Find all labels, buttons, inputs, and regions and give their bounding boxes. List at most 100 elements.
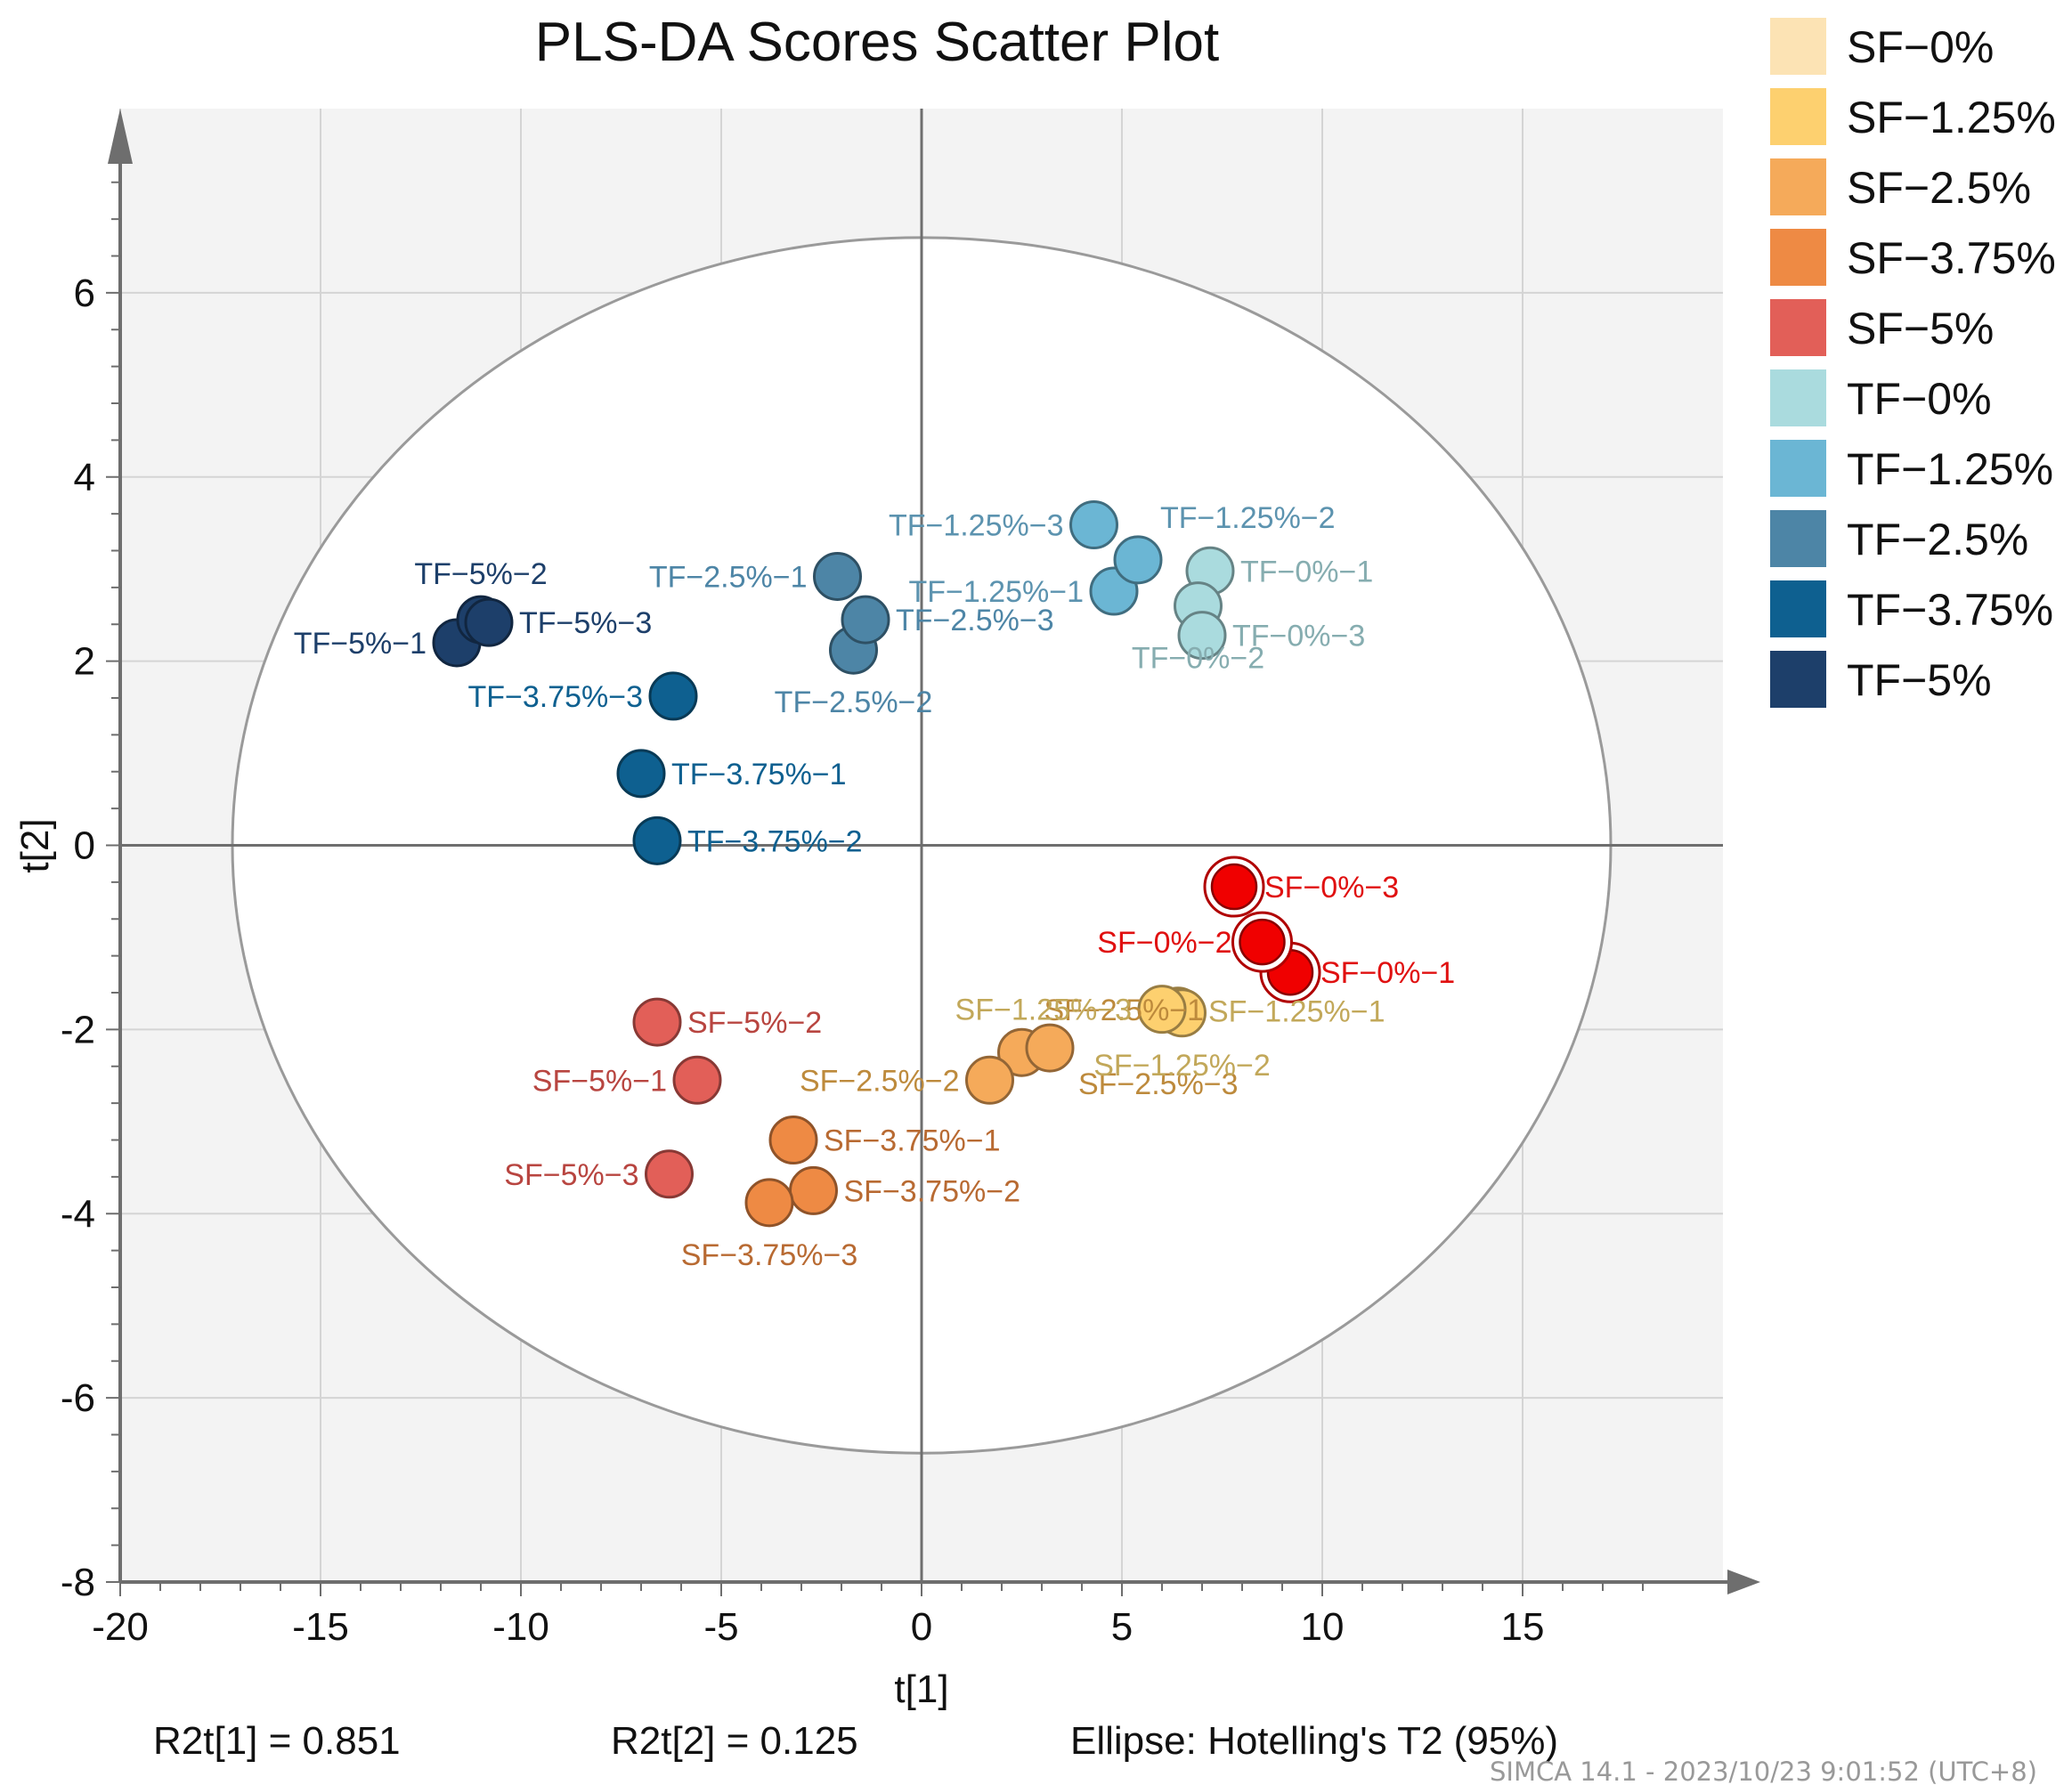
data-point	[965, 1055, 1014, 1105]
y-tick-label: -2	[61, 1008, 95, 1051]
point-label: SF−1.25%−1	[1208, 995, 1385, 1029]
data-point	[813, 551, 862, 601]
legend-label: SF−1.25%	[1847, 93, 2056, 142]
point-label: TF−5%−1	[294, 627, 427, 661]
y-tick-label: 2	[74, 640, 95, 684]
legend-swatch	[1770, 440, 1826, 497]
legend: SF−0% SF−1.25% SF−2.5% SF−3.75% SF−5% TF−0% TF…	[1770, 18, 2056, 708]
data-point	[632, 997, 682, 1047]
chart-title: PLS-DA Scores Scatter Plot	[535, 12, 1219, 73]
y-tick-label: 6	[74, 272, 95, 315]
x-tick-label: -15	[292, 1605, 349, 1649]
r2t2-label: R2t[2] = 0.125	[611, 1719, 858, 1763]
point-label: SF−3.75%−2	[844, 1174, 1020, 1208]
point-label: SF−5%−2	[687, 1006, 822, 1040]
y-tick-label: -8	[61, 1561, 95, 1604]
legend-swatch	[1770, 299, 1826, 356]
y-tick-label: -6	[61, 1376, 95, 1420]
legend-swatch	[1770, 369, 1826, 426]
legend-swatch	[1770, 510, 1826, 567]
legend-label: SF−5%	[1847, 304, 1994, 353]
point-label: TF−1.25%−1	[908, 575, 1084, 609]
ellipse-caption: Ellipse: Hotelling's T2 (95%)	[1070, 1719, 1558, 1763]
point-label: SF−3.75%−1	[824, 1124, 1000, 1158]
data-point	[1239, 918, 1286, 966]
legend-label: TF−1.25%	[1847, 444, 2053, 494]
legend-swatch	[1770, 88, 1826, 145]
point-label: TF−0%−3	[1232, 620, 1365, 653]
data-point	[1210, 863, 1258, 911]
legend-label: SF−0%	[1847, 22, 1994, 72]
legend-swatch	[1770, 580, 1826, 637]
legend-label: TF−5%	[1847, 655, 1992, 705]
y-tick-labels: -8 -6 -4 -2 0 2 4 6	[61, 272, 95, 1604]
x-tick-label: -10	[492, 1605, 549, 1649]
data-point	[645, 1149, 694, 1199]
axes	[106, 109, 1760, 1596]
x-axis-arrow	[1727, 1570, 1760, 1594]
data-point	[464, 597, 514, 647]
legend-swatch	[1770, 158, 1826, 215]
legend-label: TF−0%	[1847, 374, 1992, 424]
legend-label: TF−2.5%	[1847, 515, 2028, 564]
software-stamp: SIMCA 14.1 - 2023/10/23 9:01:52 (UTC+8)	[1490, 1757, 2037, 1785]
legend-label: SF−2.5%	[1847, 163, 2031, 213]
point-label: SF−5%−1	[532, 1064, 667, 1098]
data-point	[1113, 535, 1163, 585]
x-axis-label: t[1]	[894, 1667, 948, 1711]
point-label: TF−2.5%−2	[775, 686, 933, 719]
data-point	[1025, 1023, 1075, 1073]
y-axis-label: t[2]	[13, 818, 57, 872]
x-tick-label: 10	[1301, 1605, 1345, 1649]
point-label: TF−3.75%−1	[671, 758, 847, 791]
legend-label: SF−3.75%	[1847, 233, 2056, 283]
zero-lines	[120, 109, 1723, 1582]
point-label: TF−3.75%−2	[687, 824, 863, 858]
point-label: TF−0%−2	[1132, 642, 1264, 676]
legend-label: TF−3.75%	[1847, 585, 2053, 635]
point-label: SF−5%−3	[504, 1158, 638, 1192]
point-label: TF−2.5%−3	[896, 604, 1054, 637]
point-label: TF−1.25%−2	[1160, 501, 1336, 535]
point-label: TF−3.75%−3	[467, 680, 643, 714]
point-labels: TF−5%−1 TF−5%−2 TF−5%−3 TF−3.75%−1 TF−3.75%−…	[294, 501, 1456, 1272]
data-point	[1069, 500, 1118, 550]
data-point	[648, 671, 698, 721]
point-label: SF−0%−3	[1264, 871, 1399, 905]
data-point	[616, 749, 666, 799]
legend-swatch	[1770, 651, 1826, 708]
y-axis-arrow	[108, 109, 133, 164]
point-label: SF−2.5%−3	[1078, 1067, 1239, 1101]
x-tick-label: 15	[1501, 1605, 1545, 1649]
x-tick-labels: -20 -15 -10 -5 0 5 10 15	[92, 1605, 1544, 1649]
x-tick-label: 5	[1111, 1605, 1133, 1649]
data-point	[789, 1165, 838, 1215]
r2t1-label: R2t[1] = 0.851	[153, 1719, 401, 1763]
point-label: TF−2.5%−1	[649, 560, 808, 594]
y-tick-label: 0	[74, 824, 95, 868]
point-label: TF−5%−2	[414, 557, 547, 591]
x-tick-label: -20	[92, 1605, 149, 1649]
data-point	[1177, 611, 1227, 661]
point-label: SF−1.25%−3	[955, 994, 1132, 1027]
y-tick-label: 4	[74, 456, 95, 499]
point-label: TF−0%−1	[1240, 555, 1373, 588]
data-point	[672, 1055, 722, 1105]
point-label: TF−1.25%−3	[889, 509, 1064, 543]
y-tick-label: -4	[61, 1192, 95, 1236]
x-tick-label: -5	[703, 1605, 738, 1649]
point-label: SF−2.5%−2	[800, 1064, 960, 1098]
point-label: SF−2.5%−1	[1044, 994, 1205, 1027]
data-point	[632, 815, 682, 865]
point-label: SF−0%−1	[1320, 956, 1455, 990]
point-label: SF−1.25%−2	[1093, 1049, 1270, 1083]
point-label: SF−0%−2	[1097, 926, 1231, 960]
data-point	[768, 1116, 818, 1164]
data-point	[841, 595, 890, 645]
x-tick-label: 0	[911, 1605, 932, 1649]
legend-swatch	[1770, 229, 1826, 286]
data-point	[1137, 985, 1187, 1034]
data-points	[432, 500, 1321, 1228]
data-point	[744, 1178, 794, 1228]
